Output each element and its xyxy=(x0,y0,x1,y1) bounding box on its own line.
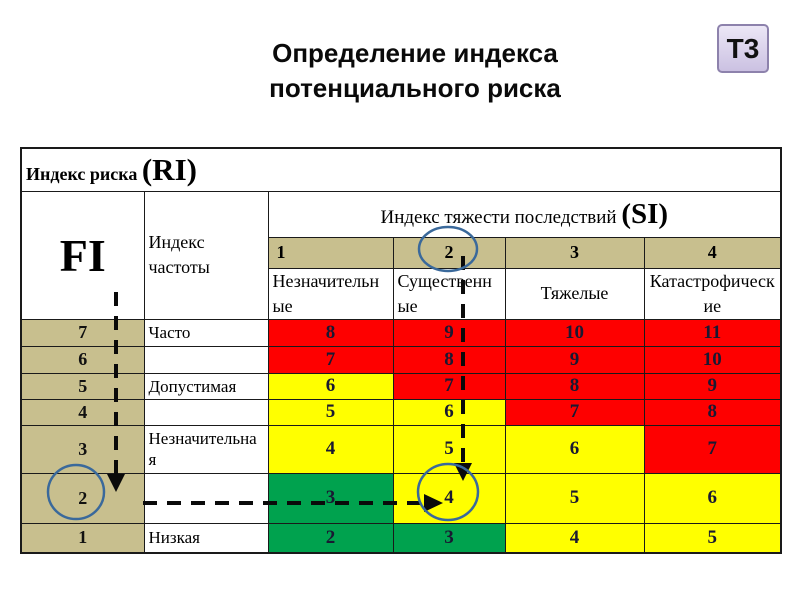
risk-index-label: Индекс риска xyxy=(26,163,138,184)
slide-tag-label: Т3 xyxy=(726,32,760,64)
frequency-label: Незначительная xyxy=(143,424,269,474)
page-title-line2: потенциального риска xyxy=(269,73,561,103)
risk-cell: 8 xyxy=(392,345,506,374)
severity-index-label: Индекс тяжести последствий xyxy=(380,206,617,228)
fi-value: 2 xyxy=(20,472,145,524)
si-number-4: 4 xyxy=(643,236,782,269)
table-row-fi6: 6 7 8 9 10 xyxy=(20,345,782,374)
table-row-fi7: 7 Часто 8 9 10 11 xyxy=(20,318,782,347)
fi-value: 3 xyxy=(20,424,145,474)
table-row-fi5: 5 Допустимая 6 7 8 9 xyxy=(20,372,782,400)
si-number-2: 2 xyxy=(392,236,506,269)
risk-cell: 4 xyxy=(504,522,645,554)
risk-cell: 8 xyxy=(504,372,645,400)
frequency-index-abbr: FI xyxy=(59,229,106,281)
risk-cell: 11 xyxy=(643,318,782,347)
risk-cell: 9 xyxy=(504,345,645,374)
si-name-4: Катастрофические xyxy=(643,267,782,320)
frequency-index-label: Индекс частоты xyxy=(148,232,210,277)
risk-cell: 5 xyxy=(643,522,782,554)
fi-value: 5 xyxy=(20,372,145,400)
risk-cell: 3 xyxy=(392,522,506,554)
table-row-ri-header: Индекс риска (RI) xyxy=(20,147,782,192)
slide-tag-badge: Т3 xyxy=(717,24,769,73)
si-number-3: 3 xyxy=(504,236,645,269)
risk-cell: 7 xyxy=(392,372,506,400)
risk-cell: 6 xyxy=(643,472,782,524)
frequency-label: Часто xyxy=(143,318,269,347)
frequency-label: Низкая xyxy=(143,522,269,554)
page-title-line1: Определение индекса xyxy=(272,38,558,68)
risk-cell: 4 xyxy=(267,424,394,474)
severity-index-header: Индекс тяжести последствий (SI) xyxy=(267,190,782,238)
si-number-1: 1 xyxy=(267,236,394,269)
risk-cell: 8 xyxy=(267,318,394,347)
fi-value: 1 xyxy=(20,522,145,554)
risk-cell: 5 xyxy=(267,398,394,426)
risk-cell: 6 xyxy=(504,424,645,474)
risk-cell: 8 xyxy=(643,398,782,426)
frequency-index-header: Индекс частоты xyxy=(143,190,269,320)
si-name-2: Существенные xyxy=(392,267,506,320)
frequency-label: Допустимая xyxy=(143,372,269,400)
risk-cell: 3 xyxy=(267,472,394,524)
fi-value: 7 xyxy=(20,318,145,347)
table-row-fi3: 3 Незначительная 4 5 6 7 xyxy=(20,424,782,474)
risk-cell: 2 xyxy=(267,522,394,554)
risk-index-abbr: (RI) xyxy=(141,151,197,187)
risk-matrix-table: Индекс риска (RI) FI Индекс частоты Инде… xyxy=(20,147,783,554)
si-name-1: Незначительные xyxy=(267,267,394,320)
risk-cell: 7 xyxy=(643,424,782,474)
risk-cell: 6 xyxy=(392,398,506,426)
table-row-fi2: 2 3 4 5 6 xyxy=(20,472,782,524)
frequency-label xyxy=(143,472,269,524)
severity-index-abbr: (SI) xyxy=(621,197,669,230)
risk-cell: 10 xyxy=(643,345,782,374)
table-row-si-header: FI Индекс частоты Индекс тяжести последс… xyxy=(20,190,782,320)
risk-cell: 10 xyxy=(504,318,645,347)
risk-cell: 5 xyxy=(504,472,645,524)
risk-cell: 5 xyxy=(392,424,506,474)
risk-cell: 7 xyxy=(267,345,394,374)
si-name-3: Тяжелые xyxy=(504,267,645,320)
risk-cell: 7 xyxy=(504,398,645,426)
table-row-fi4: 4 5 6 7 8 xyxy=(20,398,782,426)
frequency-label xyxy=(143,345,269,374)
frequency-index-abbr-cell: FI xyxy=(20,190,145,320)
risk-cell: 9 xyxy=(643,372,782,400)
risk-cell: 6 xyxy=(267,372,394,400)
frequency-label xyxy=(143,398,269,426)
page-title: Определение индекса потенциального риска xyxy=(55,36,775,106)
fi-value: 6 xyxy=(20,345,145,374)
risk-cell: 9 xyxy=(392,318,506,347)
risk-index-header: Индекс риска (RI) xyxy=(20,147,782,192)
risk-cell: 4 xyxy=(392,472,506,524)
fi-value: 4 xyxy=(20,398,145,426)
table-row-fi1: 1 Низкая 2 3 4 5 xyxy=(20,522,782,554)
